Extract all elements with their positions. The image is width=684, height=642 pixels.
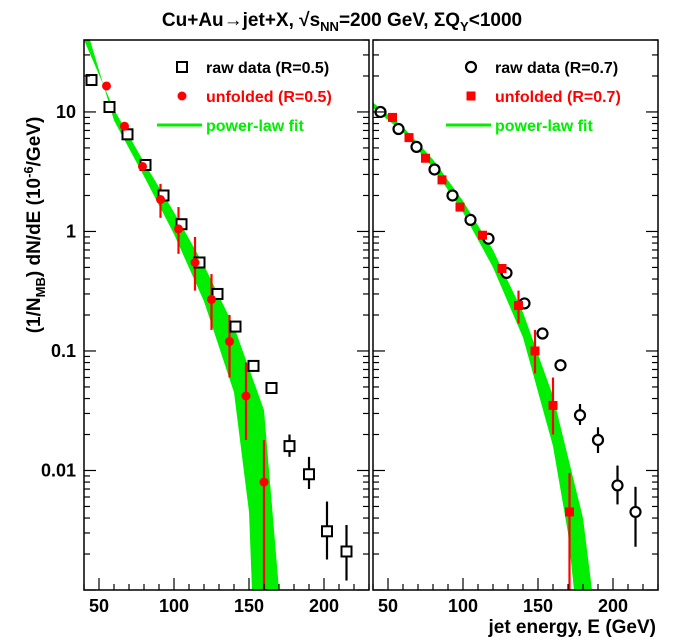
raw-data-point [85, 74, 98, 87]
panel-2: 50 100 150 200 raw data (R=0.7) unfolded (R=0… [372, 39, 659, 616]
raw-data-point [392, 122, 405, 136]
raw-data-point [283, 440, 296, 453]
raw-data-point [410, 140, 423, 154]
y-tick-label: 0.1 [51, 341, 76, 361]
chart-title-part: <1000 [469, 10, 522, 31]
y-axis-label-part: ) dN/dE (10 [24, 178, 45, 277]
legend-unfolded-marker [466, 91, 476, 101]
chart-title-part: √ [299, 10, 310, 31]
chart-title-part: =200 GeV, ΣQ [339, 10, 460, 31]
unfolded-data-point [120, 121, 129, 131]
raw-data-point [211, 287, 224, 300]
unfolded-data-point [259, 477, 269, 487]
panel-1: 50 100 150 200 raw data (R=0.5) unfolded (R=0… [83, 39, 370, 616]
legend-label: unfolded (R=0.7) [495, 89, 621, 106]
unfolded-data-point [455, 202, 465, 212]
raw-data-point [265, 382, 278, 395]
x-tick-label: 100 [448, 596, 478, 616]
unfolded-data-point [102, 81, 111, 91]
legend-raw-marker [464, 60, 478, 74]
chart-title-part: Cu+Au→jet+X, [162, 10, 299, 31]
unfolded-data-point [207, 294, 216, 304]
y-axis-label-part: MB [33, 277, 48, 297]
legend-label: unfolded (R=0.5) [206, 89, 332, 106]
x-tick-label: 100 [159, 596, 189, 616]
raw-data-point [103, 101, 116, 114]
raw-data-point [121, 128, 134, 141]
raw-data-point [554, 359, 567, 372]
unfolded-data-point [514, 301, 523, 311]
legend-label: raw data (R=0.7) [495, 60, 618, 77]
raw-data-point [446, 189, 459, 202]
y-axis-label-part: (1/N [24, 297, 45, 333]
y-tick-label: 0.01 [41, 460, 76, 480]
unfolded-data-point [190, 257, 200, 267]
unfolded-data-point [156, 195, 165, 205]
chart-title-part: NN [320, 19, 339, 34]
raw-data-point [573, 409, 587, 422]
unfolded-data-point [437, 175, 447, 185]
unfolded-data-point [404, 133, 414, 143]
legend-unfolded-marker [177, 91, 187, 101]
raw-data-point [428, 163, 441, 176]
legend-label: raw data (R=0.5) [206, 60, 329, 77]
x-tick-label: 50 [378, 596, 398, 616]
fit-band [373, 102, 592, 590]
unfolded-data-point [241, 391, 251, 401]
unfolded-data-point [174, 224, 183, 234]
raw-data-point [303, 468, 315, 481]
legend-label: power-law fit [206, 118, 304, 135]
x-tick-label: 200 [309, 596, 339, 616]
chart-title-part: s [310, 10, 321, 31]
raw-data-point [247, 359, 260, 372]
unfolded-data-point [478, 230, 487, 240]
chart-title: Cu+Au→jet+X, √sNN=200 GeV, ΣQY<1000 [162, 10, 522, 34]
unfolded-data-point [421, 153, 430, 163]
chart-title-part: Y [460, 19, 469, 34]
x-tick-label: 150 [234, 596, 264, 616]
unfolded-data-point [225, 337, 234, 347]
y-axis-label-part: -6 [21, 166, 36, 178]
unfolded-data-point [548, 400, 558, 410]
y-axis-label-part: /GeV) [24, 117, 45, 167]
raw-data-point [629, 505, 642, 519]
legend-raw-marker [176, 61, 188, 73]
unfolded-data-point [497, 263, 507, 273]
raw-data-point [591, 433, 605, 447]
raw-data-point [464, 213, 477, 226]
unfolded-data-point [530, 346, 540, 356]
y-tick-label: 1 [66, 221, 76, 241]
unfolded-data-point [388, 112, 397, 122]
unfolded-data-point [138, 161, 147, 171]
unfolded-data-point [565, 507, 574, 517]
raw-data-point [536, 327, 549, 340]
y-axis-label: (1/NMB) dN/dE (10-6/GeV) [21, 117, 48, 334]
x-tick-label: 50 [89, 596, 109, 616]
x-tick-label: 150 [523, 596, 553, 616]
x-axis-label: jet energy, E (GeV) [487, 617, 656, 638]
x-tick-label: 200 [598, 596, 628, 616]
raw-data-point [340, 545, 353, 558]
legend-label: power-law fit [495, 118, 593, 135]
y-tick-label: 10 [56, 102, 76, 122]
fit-band [84, 40, 279, 590]
raw-data-point [229, 320, 242, 333]
raw-data-point [321, 525, 333, 538]
raw-data-point [611, 479, 624, 492]
